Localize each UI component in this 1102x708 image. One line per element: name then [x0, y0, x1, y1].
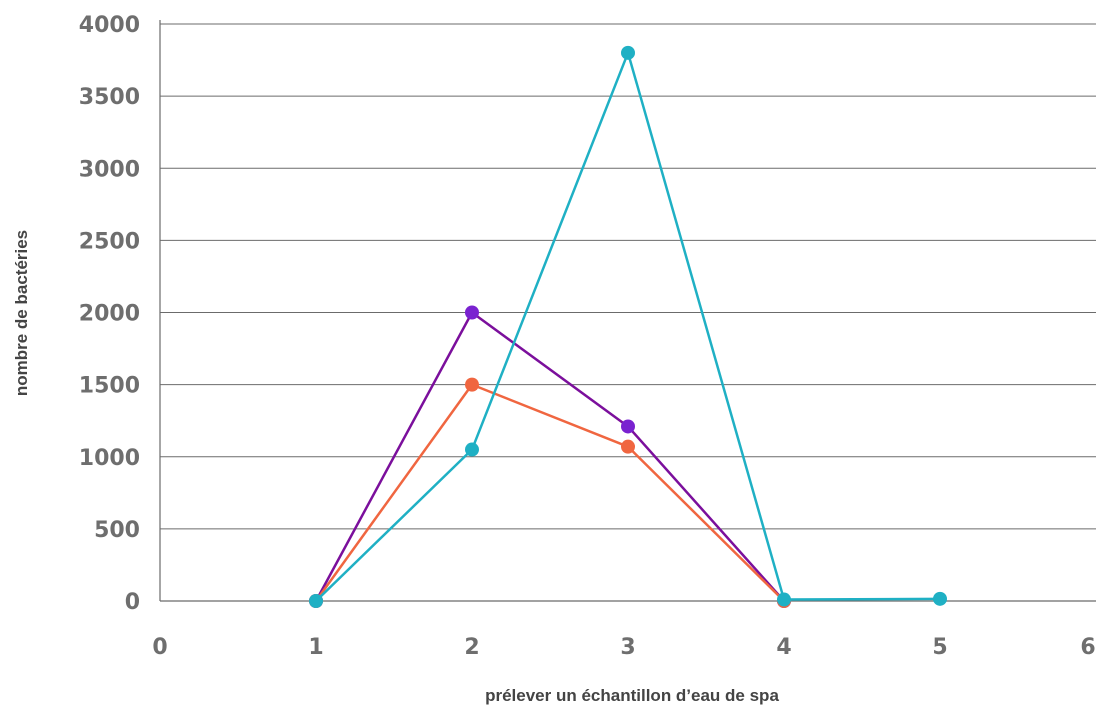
- series-2: [309, 377, 791, 608]
- series-line: [315, 51, 941, 602]
- series-3: [309, 45, 947, 608]
- x-tick-label: 2: [464, 635, 479, 660]
- series-line: [314, 311, 785, 602]
- y-tick-label: 2000: [79, 302, 140, 327]
- data-point: [309, 594, 323, 608]
- y-tick-label: 500: [94, 518, 140, 543]
- y-tick-label: 3500: [79, 85, 140, 110]
- series-group: [309, 45, 947, 608]
- x-tick-label: 3: [620, 635, 635, 660]
- y-axis-ticks: 0 500 1000 1500 2000 2500 3000 3500 4000: [79, 13, 140, 615]
- data-point: [933, 591, 947, 606]
- y-tick-label: 3000: [79, 157, 140, 182]
- x-axis-ticks: 0 1 2 3 4 5 6: [152, 635, 1095, 660]
- data-point: [621, 45, 635, 60]
- y-tick-label: 4000: [79, 13, 140, 38]
- data-point: [465, 442, 479, 457]
- y-axis-title: nombre de bactéries: [12, 230, 31, 396]
- data-point: [777, 592, 791, 607]
- series-line: [314, 383, 785, 602]
- y-tick-label: 0: [125, 590, 140, 615]
- y-tick-label: 2500: [79, 229, 140, 254]
- x-tick-label: 4: [776, 635, 791, 660]
- x-tick-label: 1: [308, 635, 323, 660]
- y-tick-label: 1000: [79, 446, 140, 471]
- data-point: [621, 439, 635, 454]
- x-tick-label: 0: [152, 635, 167, 660]
- grid-lines: [159, 20, 1096, 602]
- data-point: [465, 305, 479, 320]
- data-point: [465, 377, 479, 392]
- y-tick-label: 1500: [79, 374, 140, 399]
- x-axis-title: prélever un échantillon d’eau de spa: [485, 686, 779, 705]
- data-point: [621, 419, 635, 434]
- x-tick-label: 6: [1080, 635, 1095, 660]
- x-tick-label: 5: [932, 635, 947, 660]
